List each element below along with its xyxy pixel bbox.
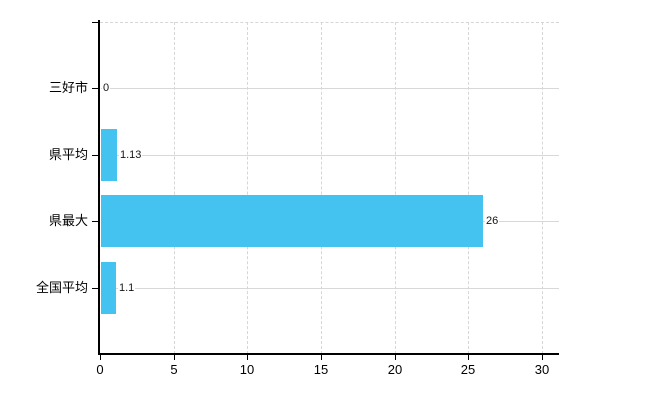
vertical-gridline (542, 22, 543, 354)
bar (101, 129, 117, 181)
category-label: 全国平均 (35, 280, 88, 295)
vertical-gridline (247, 22, 248, 354)
x-axis-tick-label: 20 (387, 362, 403, 377)
y-axis-tick (92, 221, 100, 222)
x-axis-tick (395, 355, 396, 360)
x-axis-tick (247, 355, 248, 360)
y-axis-tick (92, 22, 100, 23)
x-axis-tick-label: 5 (170, 362, 178, 377)
x-axis-tick-label: 25 (460, 362, 476, 377)
vertical-gridline (174, 22, 175, 354)
category-gridline (101, 88, 559, 89)
x-axis-tick (100, 355, 101, 360)
vertical-gridline (468, 22, 469, 354)
category-label: 県最大 (48, 213, 88, 228)
x-axis-tick-label: 10 (239, 362, 255, 377)
bar (101, 262, 116, 314)
category-label: 三好市 (48, 80, 88, 95)
x-axis-line (98, 353, 559, 355)
bar-value-label: 26 (485, 214, 500, 228)
x-axis-tick (468, 355, 469, 360)
x-axis-tick-label: 0 (96, 362, 104, 377)
y-axis-tick (92, 288, 100, 289)
bar-value-label: 1.1 (118, 281, 136, 295)
x-axis-tick (174, 355, 175, 360)
y-axis-tick (92, 88, 100, 89)
vertical-gridline (395, 22, 396, 354)
y-axis-line (98, 20, 100, 355)
bar (101, 195, 483, 247)
plot-top-gridline (100, 22, 559, 23)
category-label: 県平均 (48, 147, 88, 162)
x-axis-tick (321, 355, 322, 360)
x-axis-tick-label: 30 (534, 362, 550, 377)
x-axis-tick (542, 355, 543, 360)
category-gridline (101, 155, 559, 156)
x-axis-tick-label: 15 (313, 362, 329, 377)
bar-value-label: 1.13 (119, 148, 143, 162)
y-axis-tick (92, 155, 100, 156)
vertical-gridline (321, 22, 322, 354)
bar-value-label: 0 (102, 81, 111, 95)
category-gridline (101, 288, 559, 289)
